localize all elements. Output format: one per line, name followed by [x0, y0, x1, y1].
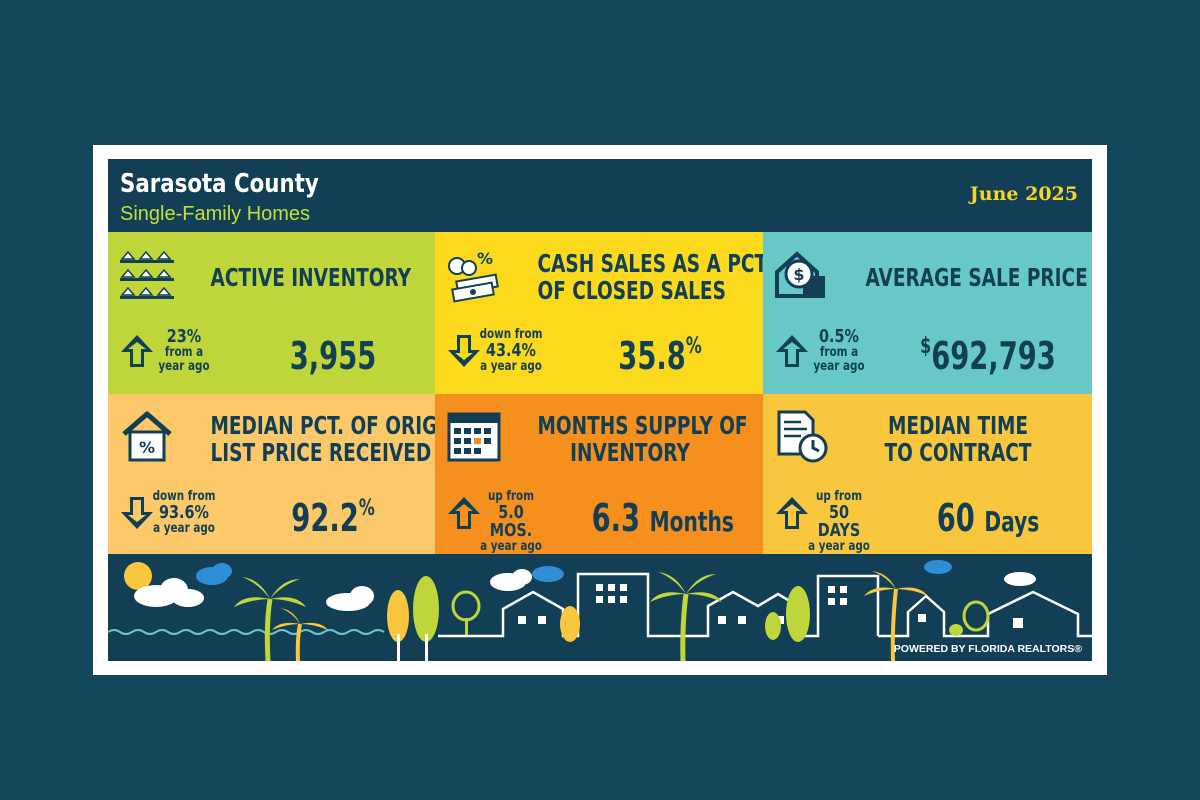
- tile-title: MONTHS SUPPLY OF INVENTORY: [537, 411, 748, 467]
- cash-percent-icon: %: [448, 249, 499, 303]
- metric-value: 3,955: [289, 334, 377, 378]
- tile-title: MEDIAN PCT. OF ORIG. LIST PRICE RECEIVED: [210, 411, 436, 467]
- arrow-down-icon: [121, 497, 153, 529]
- tile-cash-sales: % CASH SALES AS A PCT. OF CLOSED SALES d…: [435, 232, 763, 394]
- metric-value: $692,793: [920, 334, 1056, 378]
- change-value: 5.0 MOS.: [489, 502, 533, 541]
- page-subtitle: Single-Family Homes: [120, 203, 311, 225]
- arrow-up-icon: [448, 497, 480, 529]
- change-caption: from a: [164, 345, 204, 360]
- change-indicator: up from 50 DAYS a year ago: [773, 489, 883, 554]
- tile-title: MEDIAN TIME TO CONTRACT: [884, 411, 1032, 467]
- arrow-up-icon: [776, 497, 808, 529]
- change-indicator: up from 5.0 MOS. a year ago: [445, 489, 555, 554]
- powered-by-label: POWERED BY FLORIDA REALTORS®: [893, 643, 1082, 655]
- metric-value: 60 Days: [936, 496, 1040, 540]
- change-indicator: down from 93.6% a year ago: [118, 490, 228, 546]
- change-caption: up from: [487, 489, 535, 504]
- tile-average-sale-price: $ AVERAGE SALE PRICE 0.5% from a year ag…: [763, 232, 1092, 394]
- arrow-up-icon: [121, 335, 153, 367]
- houses-grid-icon: [120, 250, 174, 299]
- change-indicator: 0.5% from a year ago: [773, 328, 883, 384]
- change-indicator: down from 43.4% a year ago: [445, 328, 555, 384]
- tile-active-inventory: ACTIVE INVENTORY 23% from a year ago 3,9…: [108, 232, 435, 394]
- change-caption: year ago: [813, 359, 865, 374]
- header: Sarasota County Single-Family Homes June…: [108, 159, 1092, 232]
- change-value: 43.4%: [486, 340, 536, 361]
- tile-title: CASH SALES AS A PCT. OF CLOSED SALES: [537, 249, 764, 305]
- change-caption: down from: [479, 327, 543, 342]
- document-clock-icon: [777, 410, 828, 463]
- house-percent-icon: %: [122, 411, 172, 462]
- city-beach-illustration: POWERED BY FLORIDA REALTORS®: [108, 554, 1092, 661]
- tile-median-time-to-contract: MEDIAN TIME TO CONTRACT up from 50 DAYS …: [763, 394, 1092, 554]
- svg-text:%: %: [477, 249, 493, 268]
- metric-value: 92.2%: [291, 496, 375, 540]
- change-caption: from a: [819, 345, 859, 360]
- house-dollar-icon: $: [775, 251, 825, 298]
- infographic-frame: Sarasota County Single-Family Homes June…: [93, 145, 1107, 675]
- tile-months-supply: MONTHS SUPPLY OF INVENTORY up from 5.0 M…: [435, 394, 763, 554]
- metric-value: 35.8%: [618, 334, 702, 378]
- infographic-card: Sarasota County Single-Family Homes June…: [108, 159, 1092, 661]
- change-value: 23%: [166, 326, 202, 347]
- calendar-icon: [447, 412, 501, 462]
- svg-text:$: $: [793, 265, 804, 284]
- skyline-icon: [108, 560, 1092, 661]
- change-caption: a year ago: [153, 521, 215, 536]
- change-indicator: 23% from a year ago: [118, 328, 228, 384]
- change-value: 0.5%: [819, 326, 859, 347]
- change-caption: a year ago: [480, 539, 542, 554]
- change-caption: a year ago: [808, 539, 870, 554]
- change-caption: year ago: [158, 359, 210, 374]
- tile-title: ACTIVE INVENTORY: [210, 263, 412, 292]
- arrow-down-icon: [448, 335, 480, 367]
- change-caption: a year ago: [480, 359, 542, 374]
- arrow-up-icon: [776, 335, 808, 367]
- tile-median-pct-list-price: % MEDIAN PCT. OF ORIG. LIST PRICE RECEIV…: [108, 394, 435, 554]
- tile-title: AVERAGE SALE PRICE: [865, 263, 1088, 292]
- change-caption: up from: [815, 489, 863, 504]
- change-value: 50 DAYS: [817, 502, 861, 541]
- report-date: June 2025: [969, 183, 1078, 205]
- svg-text:%: %: [139, 438, 155, 457]
- page-title: Sarasota County: [120, 169, 319, 199]
- change-value: 93.6%: [159, 502, 209, 523]
- change-caption: down from: [152, 489, 216, 504]
- metric-value: 6.3 Months: [591, 496, 734, 540]
